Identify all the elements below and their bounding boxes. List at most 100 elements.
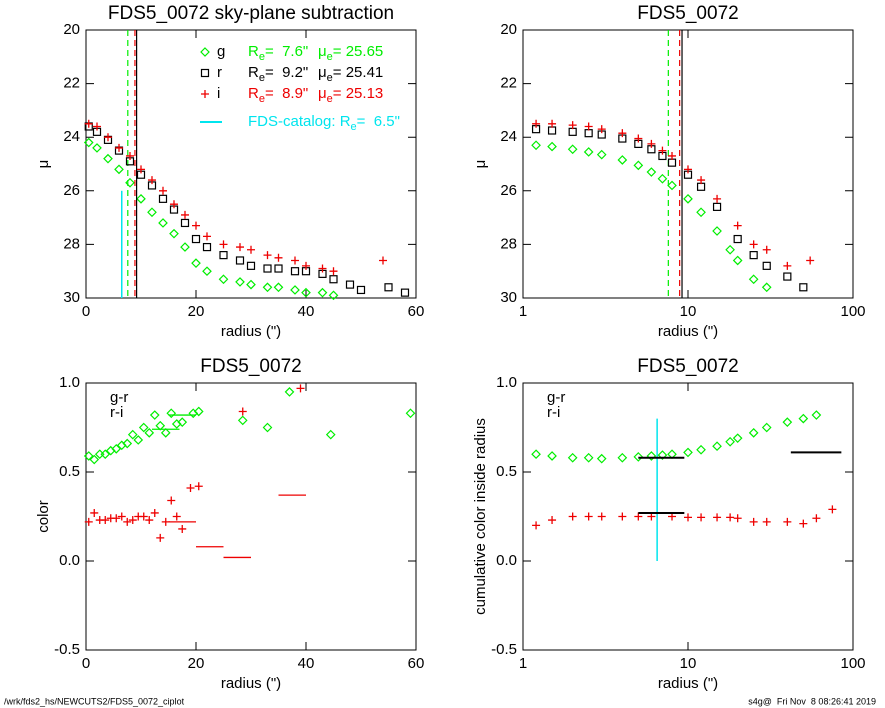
- plus-point: [296, 384, 305, 393]
- x-tick-label: 40: [298, 303, 315, 320]
- plus-point: [568, 512, 577, 521]
- legend-text-part: e: [259, 72, 265, 84]
- diamond-point: [83, 451, 94, 461]
- x-tick-label: 1: [519, 303, 527, 320]
- plus-point: [161, 517, 170, 526]
- legend-marker: [200, 47, 210, 57]
- diamond-point: [177, 417, 188, 428]
- diamond-point: [147, 207, 157, 218]
- diamond-point: [114, 164, 124, 175]
- square-point: [290, 267, 300, 276]
- plus-point: [668, 151, 677, 160]
- diamond-point: [732, 433, 743, 444]
- y-axis-label: μ: [472, 160, 489, 169]
- square-point: [783, 272, 792, 281]
- plus-point: [733, 514, 742, 523]
- plus-point: [117, 512, 126, 521]
- plus-point: [532, 521, 541, 530]
- plus-point: [115, 143, 123, 152]
- legend-text-part: =: [357, 113, 370, 130]
- x-axis-label: radius ("): [221, 323, 281, 340]
- diamond-point: [567, 452, 578, 463]
- plus-point: [749, 517, 758, 526]
- legend-text-part: 25.13: [346, 85, 384, 102]
- legend-text-part: 8.9": [278, 85, 308, 102]
- y-tick-label: 0.0: [59, 552, 80, 569]
- plus-point: [123, 517, 132, 526]
- square-point: [584, 129, 593, 138]
- plus-point: [618, 129, 627, 138]
- plus-point: [291, 256, 299, 265]
- plus-point: [548, 119, 557, 128]
- plus-point: [194, 482, 203, 491]
- y-axis-label: color: [35, 500, 52, 533]
- diamond-point: [94, 449, 105, 460]
- square-point: [329, 275, 338, 284]
- diamond-point: [657, 173, 668, 184]
- diamond-point: [617, 155, 628, 165]
- diamond-point: [328, 290, 339, 301]
- plus-point: [713, 513, 722, 522]
- plus-point: [684, 165, 692, 174]
- diamond-point: [567, 144, 578, 155]
- diamond-point: [646, 167, 657, 177]
- legend-text-part: =: [265, 43, 278, 60]
- plot-frame: [85, 29, 417, 299]
- plus-point: [84, 119, 93, 128]
- plus-point: [684, 513, 692, 522]
- square-point: [202, 242, 212, 252]
- y-tick-label: 0.5: [59, 463, 80, 480]
- diamond-point: [583, 452, 594, 463]
- plus-point: [329, 267, 338, 276]
- x-axis-label: radius ("): [658, 675, 718, 692]
- plus-point: [170, 200, 178, 209]
- plus-point: [697, 176, 706, 185]
- legend-text-part: e: [351, 121, 357, 133]
- chart-title: FDS5_0072: [637, 356, 738, 377]
- x-tick-label: 20: [188, 655, 205, 672]
- diamond-point: [725, 436, 735, 447]
- square-point: [235, 256, 245, 265]
- diamond-point: [646, 451, 657, 461]
- diamond-point: [617, 452, 628, 463]
- plus-point: [137, 165, 145, 174]
- diamond-point: [111, 444, 122, 454]
- footer-path: /wrk/fds2_hs/NEWCUTS2/FDS5_0072_ciplot: [4, 696, 185, 706]
- plus-point: [139, 512, 148, 521]
- legend-mu: μe= 25.41: [318, 64, 383, 84]
- diamond-point: [158, 218, 168, 228]
- diamond-point: [92, 143, 102, 153]
- plus-point: [634, 134, 643, 143]
- diamond-point: [732, 255, 743, 266]
- plus-point: [93, 122, 101, 131]
- legend-marker: [201, 90, 209, 98]
- x-tick-label: 0: [82, 655, 90, 672]
- diamond-point: [547, 451, 557, 461]
- diamond-point: [725, 244, 735, 255]
- x-tick-label: 40: [298, 655, 315, 672]
- y-tick-label: 1.0: [496, 374, 517, 391]
- legend-text-part: e: [259, 51, 265, 63]
- plus-point: [150, 508, 159, 517]
- square-point: [356, 285, 366, 295]
- plus-point: [148, 176, 156, 185]
- diamond-point: [89, 454, 100, 465]
- y-tick-label: -0.5: [54, 641, 80, 658]
- legend-text-part: =: [333, 43, 346, 60]
- plus-point: [634, 512, 643, 521]
- square-point: [158, 194, 168, 203]
- x-tick-label: 10: [680, 655, 697, 672]
- diamond-point: [191, 258, 201, 269]
- square-point: [749, 251, 758, 260]
- legend-text-part: e: [327, 72, 333, 84]
- chart-title: FDS5_0072: [200, 356, 301, 377]
- y-tick-label: 30: [63, 289, 80, 306]
- y-tick-label: 22: [500, 75, 517, 92]
- diamond-point: [138, 422, 149, 433]
- plus-point: [186, 484, 195, 493]
- plus-point: [584, 122, 593, 131]
- square-point: [547, 126, 557, 135]
- x-tick-label: 10: [680, 303, 697, 320]
- square-point: [696, 182, 706, 191]
